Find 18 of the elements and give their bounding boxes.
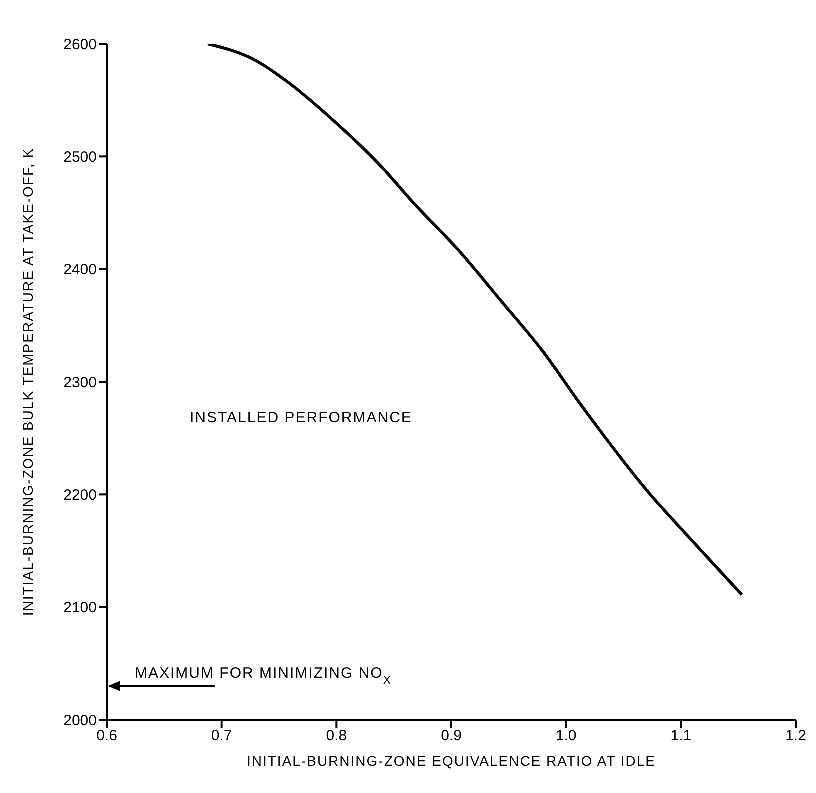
annotation: INSTALLED PERFORMANCE (190, 410, 412, 427)
y-tick-label: 2500 (64, 148, 97, 166)
x-tick-label: 0.9 (441, 728, 462, 745)
x-tick-label: 0.6 (96, 728, 118, 745)
y-tick-label: 2200 (64, 486, 97, 504)
x-tick-label: 0.8 (326, 728, 348, 745)
x-tick-label: 1.2 (786, 728, 806, 745)
x-tick-label: 1.0 (556, 728, 577, 745)
x-tick-label: 0.7 (211, 728, 232, 745)
annotation: MAXIMUM FOR MINIMIZING NO$_{X}$ (135, 665, 392, 688)
x-axis-title: INITIAL-BURNING-ZONE EQUIVALENCE RATIO AT IDLE (246, 753, 656, 769)
y-tick-label: 2600 (64, 36, 97, 54)
y-tick-label: 2000 (64, 712, 97, 730)
y-tick-label: 2100 (64, 600, 97, 617)
y-axis-title: INITIAL-BURNING-ZONE BULK TEMPERATURE AT TAKE-OFF, K (20, 148, 36, 616)
x-tick-label: 1.1 (670, 728, 692, 745)
y-tick-label: 2400 (64, 262, 97, 279)
y-tick-label: 2300 (64, 374, 97, 392)
